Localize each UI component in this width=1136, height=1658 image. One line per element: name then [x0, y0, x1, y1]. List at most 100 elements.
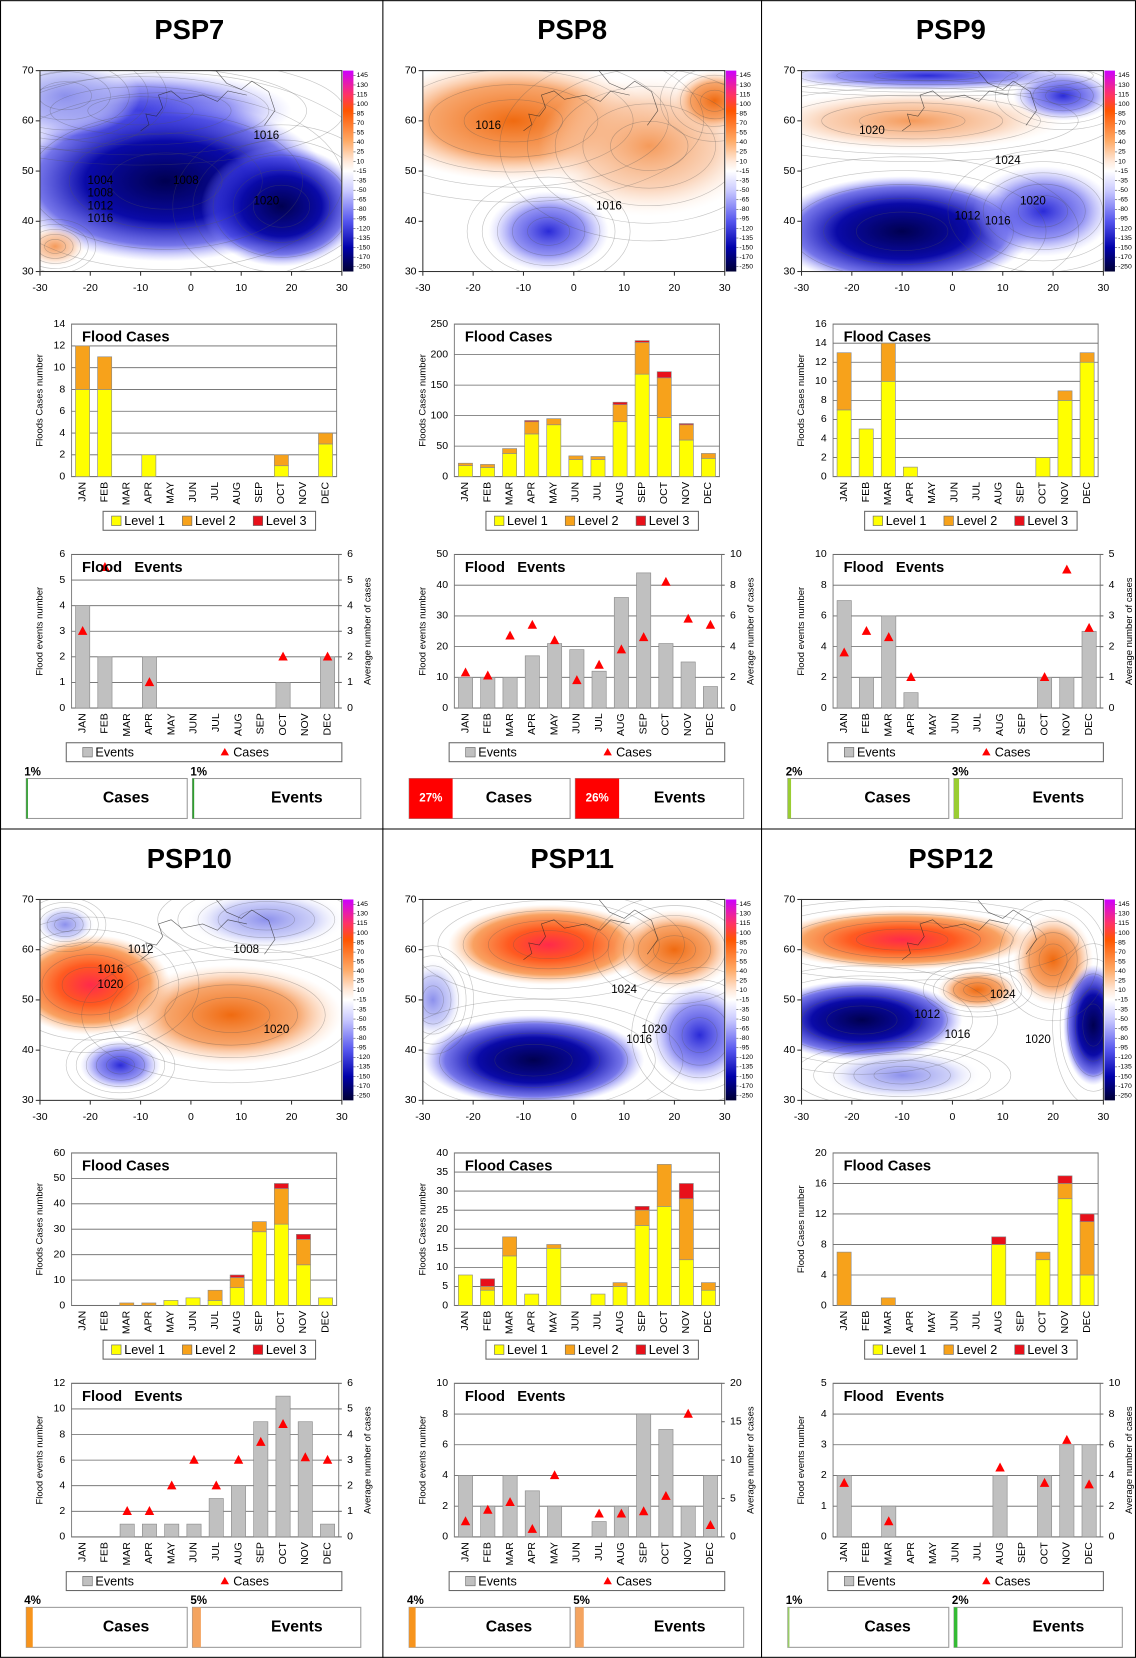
bar — [701, 1282, 716, 1291]
bar — [546, 424, 562, 477]
y-tick-label: 6 — [442, 1439, 448, 1451]
bar — [590, 1293, 606, 1306]
map-y-tick-label: 40 — [22, 1044, 34, 1056]
isobar — [856, 211, 949, 251]
x-tick-label: MAY — [165, 1311, 177, 1333]
bar — [836, 1475, 852, 1538]
isobar — [652, 935, 696, 965]
contour-label: 1008 — [87, 188, 113, 200]
y2-tick-label: 3 — [347, 1454, 353, 1466]
bar — [1057, 390, 1073, 401]
bar — [634, 373, 650, 477]
map-y-tick-label: 40 — [784, 215, 796, 227]
isobar — [801, 899, 1080, 981]
map-x-tick-label: 20 — [286, 1111, 298, 1123]
y-tick-label: 0 — [442, 470, 448, 482]
legend-label: Level 2 — [195, 514, 236, 528]
average-cases-marker — [1084, 1479, 1094, 1489]
y-tick-label: 40 — [436, 1147, 448, 1159]
y2-tick-label: 6 — [347, 548, 353, 560]
y-tick-label: 2 — [821, 451, 827, 463]
bar — [880, 342, 896, 382]
legend-label: Level 1 — [886, 1343, 927, 1357]
isobar — [68, 132, 263, 230]
colorbar-tick-label: -80 — [739, 206, 749, 213]
x-tick-label: DEC — [1081, 481, 1093, 504]
y2-tick-label: 0 — [730, 1531, 736, 1543]
contour-label: 1016 — [475, 120, 501, 132]
x-tick-label: NOV — [297, 1311, 309, 1334]
colorbar-tick-label: 145 — [1118, 901, 1130, 908]
legend-label: Events — [478, 1574, 517, 1588]
isobar — [943, 972, 1013, 1008]
share-value: 2% — [952, 1595, 969, 1607]
bar — [480, 1286, 495, 1291]
colorbar-tick-label: -35 — [739, 177, 749, 184]
x-tick-label: DEC — [704, 1542, 716, 1565]
map-y-tick-label: 50 — [22, 994, 34, 1006]
y2-tick-label: 1 — [347, 1505, 353, 1517]
colorbar-tick-label: -50 — [739, 187, 749, 194]
y2-tick-label: 0 — [730, 702, 736, 714]
legend-swatch — [635, 1344, 646, 1355]
y2-tick-label: 20 — [730, 1377, 742, 1389]
map-x-tick-label: 0 — [188, 1111, 194, 1123]
isobar — [39, 229, 82, 264]
x-tick-label: JUL — [592, 1311, 604, 1330]
map-y-tick-label: 70 — [405, 64, 417, 76]
x-tick-label: OCT — [1038, 713, 1050, 736]
isobar — [513, 930, 585, 960]
y-tick-label: 150 — [431, 379, 449, 391]
colorbar-tick-label: -250 — [739, 264, 753, 271]
colorbar-tick-label: 55 — [739, 130, 747, 137]
isobar — [1020, 74, 1104, 118]
x-tick-label: MAR — [883, 1542, 895, 1566]
x-tick-label: AUG — [231, 1311, 243, 1334]
y2-tick-label: 4 — [1109, 579, 1115, 591]
legend-label: Cases — [616, 1574, 652, 1588]
share-value: 2% — [786, 766, 803, 778]
isobar — [54, 917, 77, 932]
bar — [185, 1297, 201, 1306]
x-tick-label: JUN — [571, 1542, 583, 1562]
legend-swatch — [465, 1576, 476, 1587]
x-tick-label: FEB — [98, 1311, 110, 1331]
y-axis-label: Floods Cases number — [417, 354, 428, 446]
x-tick-label: FEB — [860, 1311, 872, 1331]
colorbar-tick-label: -65 — [739, 197, 749, 204]
y-tick-label: 5 — [59, 574, 65, 586]
x-tick-label: SEP — [1015, 482, 1027, 503]
x-tick-label: MAY — [165, 1542, 177, 1564]
x-tick-label: OCT — [658, 1310, 670, 1333]
x-tick-label: MAY — [165, 482, 177, 504]
y2-axis-label: Average number of cases — [746, 1406, 757, 1514]
colorbar-tick-label: 25 — [1118, 978, 1126, 985]
x-tick-label: FEB — [481, 1311, 493, 1331]
x-tick-label: FEB — [98, 482, 110, 502]
isobar — [39, 112, 303, 250]
y-axis-label: Flood Cases number — [796, 1185, 807, 1273]
isobar — [813, 1047, 991, 1101]
isobar — [1007, 70, 1104, 124]
map-y-tick-label: 60 — [784, 115, 796, 127]
contour-label: 1024 — [990, 989, 1016, 1001]
colorbar-tick-label: 85 — [1118, 939, 1126, 946]
colorbar-tick-label: 100 — [1118, 930, 1130, 937]
y2-tick-label: 0 — [1109, 1531, 1115, 1543]
isobar — [499, 70, 725, 242]
isobar — [1018, 195, 1068, 228]
plot-area — [832, 553, 1101, 709]
map-x-tick-label: -10 — [516, 1111, 531, 1123]
x-tick-label: JAN — [838, 1542, 850, 1562]
contour-label: 1016 — [945, 1029, 971, 1041]
colorbar-tick-label: -95 — [739, 1045, 749, 1052]
bar — [568, 455, 584, 460]
colorbar-tick-label: 145 — [739, 72, 751, 79]
bar — [836, 352, 852, 411]
map-y-tick-label: 70 — [784, 64, 796, 76]
isobar — [801, 94, 1041, 147]
bar — [991, 1244, 1007, 1306]
contour-label: 1016 — [626, 1034, 652, 1046]
colorbar-tick-label: 145 — [1118, 72, 1130, 79]
x-tick-label: JUL — [593, 1542, 605, 1561]
